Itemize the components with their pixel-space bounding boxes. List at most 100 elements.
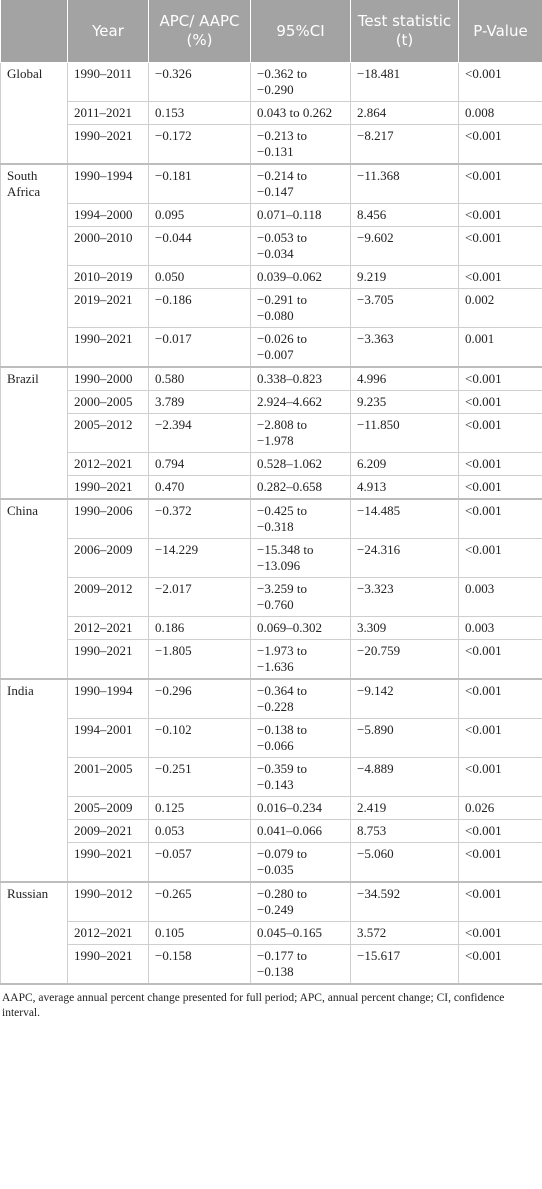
table-cell: <0.001 xyxy=(458,944,542,985)
table-cell: 2012–2021 xyxy=(67,452,149,476)
table-cell: <0.001 xyxy=(458,390,542,414)
table-cell: 1990–2000 xyxy=(67,366,149,391)
table-row: 2000–2005 3.789 2.924–4.662 9.235 <0.001 xyxy=(1,390,542,414)
table-cell: <0.001 xyxy=(458,413,542,453)
table-cell: 2.924–4.662 xyxy=(250,390,351,414)
table-cell: 0.528–1.062 xyxy=(250,452,351,476)
group-label: India xyxy=(0,678,68,883)
table-cell: <0.001 xyxy=(458,881,542,922)
table-row: Russian 1990–2012 −0.265 −0.280 to −0.249 −3… xyxy=(0,881,542,985)
table-cell: <0.001 xyxy=(458,475,542,500)
header-cell: APC/ AAPC (%) xyxy=(148,0,251,63)
table-cell: 0.105 xyxy=(148,921,251,945)
table-cell: −1.973 to −1.636 xyxy=(250,639,351,680)
table-cell: <0.001 xyxy=(458,538,542,578)
table-cell: <0.001 xyxy=(458,265,542,289)
header-cell: 95%CI xyxy=(250,0,351,63)
table-cell: 1990–2021 xyxy=(67,475,149,500)
table-cell: −20.759 xyxy=(350,639,459,680)
table-cell: −0.044 xyxy=(148,226,251,266)
table-cell: 0.580 xyxy=(148,366,251,391)
table-cell: 1990–2006 xyxy=(67,498,149,539)
table-cell: 1990–2021 xyxy=(67,842,149,883)
table-cell: −0.057 xyxy=(148,842,251,883)
header-cell xyxy=(0,0,68,63)
table-cell: 0.043 to 0.262 xyxy=(250,101,351,125)
table-cell: −24.316 xyxy=(350,538,459,578)
table-cell: 1990–2012 xyxy=(67,881,149,922)
table-cell: <0.001 xyxy=(458,366,542,391)
table-cell: 2012–2021 xyxy=(67,921,149,945)
table-cell: −0.138 to −0.066 xyxy=(250,718,351,758)
table-cell: 2009–2021 xyxy=(67,819,149,843)
table-cell: −18.481 xyxy=(350,62,459,102)
table-cell: 3.572 xyxy=(350,921,459,945)
table-cell: 1990–2021 xyxy=(67,639,149,680)
table-cell: 2005–2009 xyxy=(67,796,149,820)
table-cell: −5.890 xyxy=(350,718,459,758)
table-cell: <0.001 xyxy=(458,124,542,165)
table-cell: −0.102 xyxy=(148,718,251,758)
table-row: 1990–2021 −0.017 −0.026 to −0.007 −3.363 0.0… xyxy=(1,327,542,368)
header-cell: Year xyxy=(67,0,149,63)
table-row: Brazil 1990–2000 0.580 0.338–0.823 4.996 <0.0… xyxy=(0,366,542,500)
table-cell: −11.850 xyxy=(350,413,459,453)
table-row: 2019–2021 −0.186 −0.291 to −0.080 −3.705 0.0… xyxy=(1,288,542,328)
table-cell: <0.001 xyxy=(458,452,542,476)
table-row: 2005–2009 0.125 0.016–0.234 2.419 0.026 xyxy=(1,796,542,820)
table-cell: 0.095 xyxy=(148,203,251,227)
table-cell: <0.001 xyxy=(458,203,542,227)
group-label: Global xyxy=(0,62,68,165)
table-cell: <0.001 xyxy=(458,718,542,758)
table-cell: 3.309 xyxy=(350,616,459,640)
table-cell: 9.219 xyxy=(350,265,459,289)
table-cell: −0.326 xyxy=(148,62,251,102)
table-cell: −1.805 xyxy=(148,639,251,680)
table-cell: 8.456 xyxy=(350,203,459,227)
table-row: 1990–2021 0.470 0.282–0.658 4.913 <0.001 xyxy=(1,475,542,500)
table-cell: −0.425 to −0.318 xyxy=(250,498,351,539)
data-table: Year APC/ AAPC (%) 95%CI Test statistic … xyxy=(0,0,542,985)
table-cell: −0.079 to −0.035 xyxy=(250,842,351,883)
table-cell: 0.016–0.234 xyxy=(250,796,351,820)
table-row: 2006–2009 −14.229 −15.348 to −13.096 −24.31… xyxy=(1,538,542,578)
table-cell: 0.186 xyxy=(148,616,251,640)
table-row: South Africa 1990–1994 −0.181 −0.214 to −0.… xyxy=(0,163,542,368)
table-cell: 8.753 xyxy=(350,819,459,843)
table-cell: −0.026 to −0.007 xyxy=(250,327,351,368)
table-cell: <0.001 xyxy=(458,163,542,204)
table-cell: 4.913 xyxy=(350,475,459,500)
table-row: 2012–2021 0.186 0.069–0.302 3.309 0.003 xyxy=(1,616,542,640)
table-cell: 0.003 xyxy=(458,577,542,617)
table-row: 1994–2001 −0.102 −0.138 to −0.066 −5.890 <0.… xyxy=(1,718,542,758)
table-cell: 0.794 xyxy=(148,452,251,476)
table-cell: −0.181 xyxy=(148,163,251,204)
table-cell: −0.280 to −0.249 xyxy=(250,881,351,922)
table-row: 1990–2021 −0.158 −0.177 to −0.138 −15.617 <0… xyxy=(1,944,542,985)
table-cell: 1990–1994 xyxy=(67,163,149,204)
table-row: 2011–2021 0.153 0.043 to 0.262 2.864 0.008 xyxy=(1,101,542,125)
table-cell: −9.602 xyxy=(350,226,459,266)
table-row: China 1990–2006 −0.372 −0.425 to −0.318 −14.… xyxy=(0,498,542,680)
table-row: 2010–2019 0.050 0.039–0.062 9.219 <0.001 xyxy=(1,265,542,289)
table-cell: <0.001 xyxy=(458,639,542,680)
table-cell: 0.050 xyxy=(148,265,251,289)
table-cell: −0.172 xyxy=(148,124,251,165)
table-cell: −0.186 xyxy=(148,288,251,328)
table-cell: −15.348 to −13.096 xyxy=(250,538,351,578)
table-cell: 0.071–0.118 xyxy=(250,203,351,227)
table-cell: <0.001 xyxy=(458,498,542,539)
group-label: South Africa xyxy=(0,163,68,368)
table-cell: −0.158 xyxy=(148,944,251,985)
table-cell: −0.359 to −0.143 xyxy=(250,757,351,797)
table-cell: −0.296 xyxy=(148,678,251,719)
table-cell: 0.041–0.066 xyxy=(250,819,351,843)
table-cell: 0.039–0.062 xyxy=(250,265,351,289)
table-cell: 2.864 xyxy=(350,101,459,125)
table-cell: 1990–1994 xyxy=(67,678,149,719)
table-cell: −15.617 xyxy=(350,944,459,985)
table-cell: −2.808 to −1.978 xyxy=(250,413,351,453)
table-cell: −4.889 xyxy=(350,757,459,797)
table-cell: 0.002 xyxy=(458,288,542,328)
